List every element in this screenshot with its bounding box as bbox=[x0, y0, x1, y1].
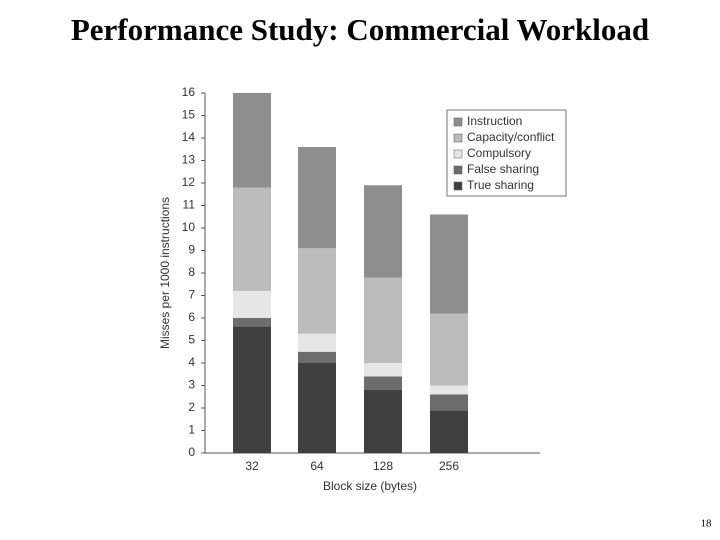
page-number: 18 bbox=[701, 518, 713, 530]
bar-segment bbox=[233, 318, 271, 327]
bar-segment bbox=[298, 147, 336, 249]
legend-box bbox=[446, 109, 567, 197]
x-tick-label: 64 bbox=[310, 459, 324, 473]
bar-segment bbox=[233, 291, 271, 318]
legend-swatch bbox=[453, 149, 463, 159]
bar-segment bbox=[364, 277, 402, 363]
bar-segment bbox=[430, 385, 468, 395]
y-tick-label: 13 bbox=[182, 153, 196, 167]
bar-segment bbox=[298, 351, 336, 363]
bar-segment bbox=[298, 248, 336, 334]
bar-segment bbox=[430, 214, 468, 314]
legend-label: Capacity/conflict bbox=[467, 130, 555, 144]
x-tick-label: 256 bbox=[439, 459, 459, 473]
legend-label: True sharing bbox=[467, 178, 534, 192]
legend-swatch bbox=[453, 133, 463, 143]
y-tick-label: 0 bbox=[188, 445, 195, 459]
y-tick-label: 6 bbox=[188, 310, 195, 324]
y-tick-label: 12 bbox=[182, 175, 196, 189]
y-tick-label: 15 bbox=[182, 108, 196, 122]
legend-label: Instruction bbox=[467, 114, 522, 128]
bar-segment bbox=[430, 410, 468, 453]
y-tick-label: 14 bbox=[182, 130, 196, 144]
x-axis-label: Block size (bytes) bbox=[323, 479, 417, 493]
y-axis-label: Misses per 1000 instructions bbox=[158, 197, 172, 349]
legend-swatch bbox=[453, 181, 463, 191]
bar-segment bbox=[298, 363, 336, 453]
y-tick-label: 8 bbox=[188, 265, 195, 279]
y-tick-label: 1 bbox=[188, 423, 195, 437]
slide-title: Performance Study: Commercial Workload bbox=[71, 12, 649, 47]
legend-swatch bbox=[453, 117, 463, 127]
bar-segment bbox=[364, 363, 402, 377]
bar-segment bbox=[364, 390, 402, 453]
bar-segment bbox=[364, 185, 402, 278]
y-tick-label: 16 bbox=[182, 85, 196, 99]
y-tick-label: 2 bbox=[188, 400, 195, 414]
bar-segment bbox=[430, 394, 468, 411]
bar-segment bbox=[233, 327, 271, 453]
bar-segment bbox=[430, 313, 468, 386]
y-tick-label: 3 bbox=[188, 378, 195, 392]
bar-segment bbox=[364, 376, 402, 390]
y-tick-label: 10 bbox=[182, 220, 196, 234]
y-tick-label: 7 bbox=[188, 288, 195, 302]
bar-segment bbox=[233, 93, 271, 188]
legend-label: False sharing bbox=[467, 162, 539, 176]
x-tick-label: 128 bbox=[373, 459, 393, 473]
y-tick-label: 5 bbox=[188, 333, 195, 347]
x-tick-label: 32 bbox=[245, 459, 259, 473]
legend-label: Compulsory bbox=[467, 146, 531, 160]
y-tick-label: 9 bbox=[188, 243, 195, 257]
bar-segment bbox=[233, 187, 271, 291]
y-tick-label: 11 bbox=[183, 198, 196, 212]
bar-segment bbox=[298, 333, 336, 352]
legend-swatch bbox=[453, 165, 463, 175]
y-tick-label: 4 bbox=[188, 355, 195, 369]
